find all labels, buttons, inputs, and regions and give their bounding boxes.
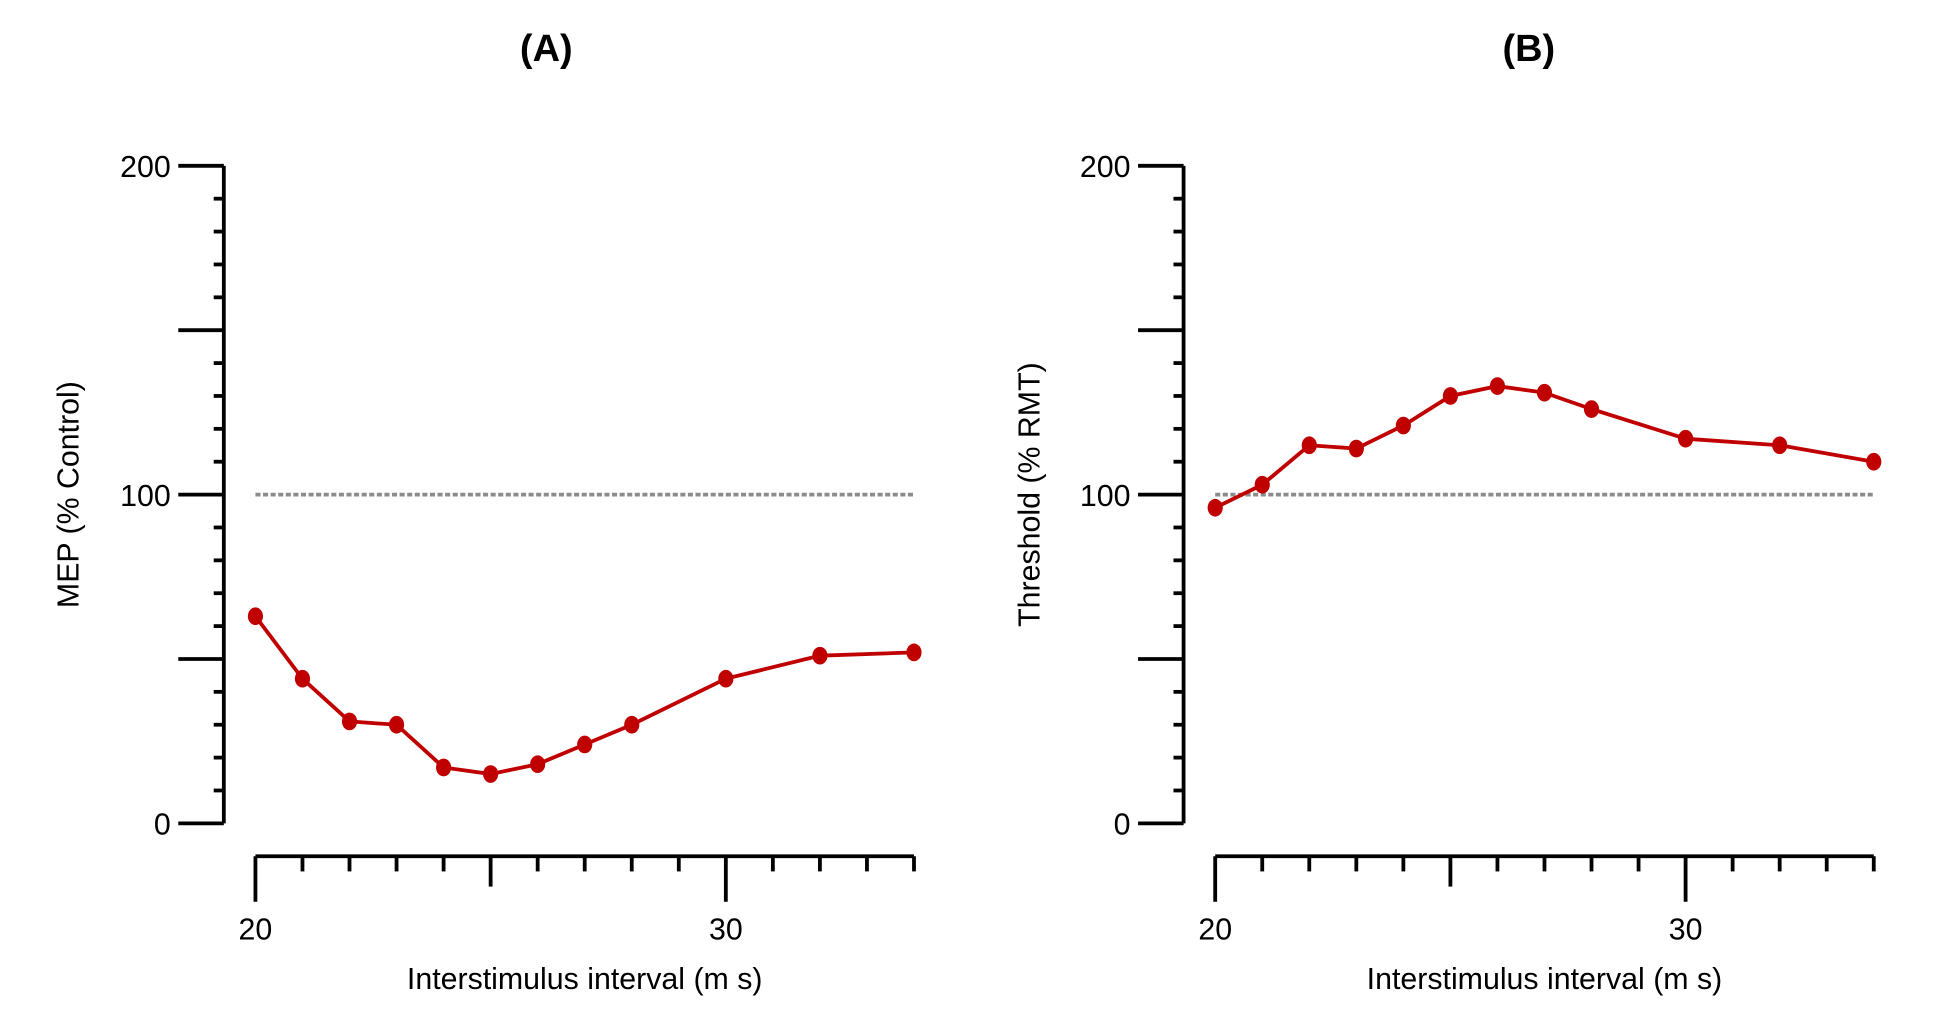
chart-title: (A) xyxy=(520,28,573,70)
y-tick-label: 0 xyxy=(1114,809,1131,842)
data-point xyxy=(341,712,358,731)
chart-title: (B) xyxy=(1502,28,1555,70)
data-point xyxy=(1395,416,1411,435)
data-point xyxy=(1301,436,1317,455)
data-point xyxy=(247,607,264,626)
y-tick-label: 0 xyxy=(154,809,171,842)
panel-a: (A) 0 100 200 MEP (% Control) 20 30 Interstimul… xyxy=(52,28,922,996)
data-point xyxy=(1678,429,1694,448)
data-point xyxy=(1489,377,1506,395)
data-point xyxy=(812,646,828,665)
series-line xyxy=(253,615,915,776)
panel-b: (B) 0 100 200 Threshold (% RMT) 20 30 Interstim… xyxy=(1013,28,1882,996)
data-point xyxy=(1207,498,1223,517)
y-tick-label: 200 xyxy=(120,151,171,184)
y-tick-label: 100 xyxy=(1080,480,1131,513)
data-point xyxy=(1348,439,1364,458)
data-point xyxy=(577,735,593,754)
series-line xyxy=(1214,384,1875,510)
data-point xyxy=(1254,475,1270,494)
x-tick-label: 20 xyxy=(239,914,273,947)
y-tick-label: 200 xyxy=(1080,151,1131,184)
data-point xyxy=(388,715,405,734)
data-point xyxy=(1866,452,1882,471)
x-axis-label: Interstimulus interval (m s) xyxy=(1367,963,1723,996)
x-tick-label: 30 xyxy=(1669,914,1703,947)
y-tick-label: 100 xyxy=(120,480,171,513)
y-axis-label: Threshold (% RMT) xyxy=(1013,362,1046,627)
data-point xyxy=(530,755,546,774)
data-point xyxy=(483,765,499,783)
data-point xyxy=(624,715,640,734)
data-point xyxy=(906,643,922,662)
data-point xyxy=(294,669,311,688)
x-tick-label: 30 xyxy=(709,914,743,947)
data-point xyxy=(1583,400,1600,418)
data-point xyxy=(718,669,734,688)
data-point xyxy=(1536,383,1553,402)
data-point xyxy=(1772,436,1788,455)
y-axis-label: MEP (% Control) xyxy=(52,381,85,608)
x-axis-label: Interstimulus interval (m s) xyxy=(407,963,763,996)
x-tick-label: 20 xyxy=(1198,914,1232,947)
data-point xyxy=(1442,387,1458,405)
data-point xyxy=(436,758,452,777)
